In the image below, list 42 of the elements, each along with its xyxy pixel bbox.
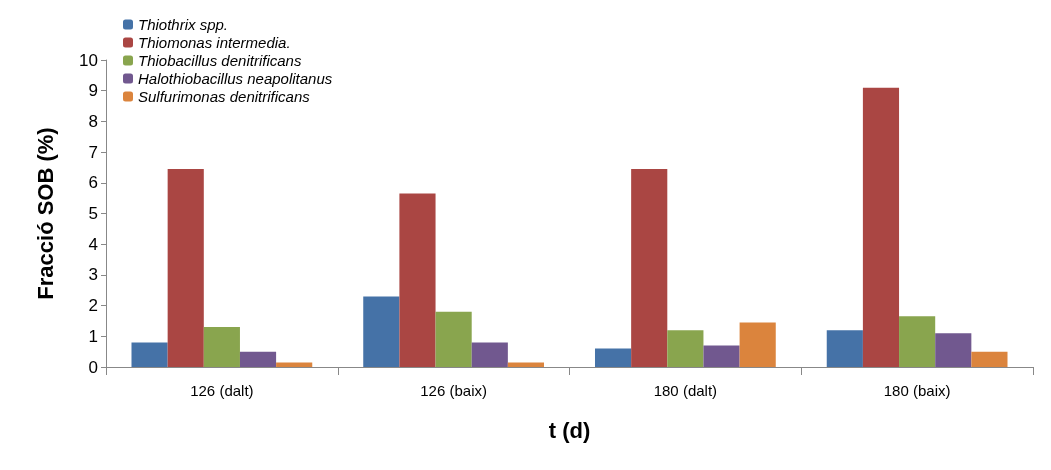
x-tick-label: 126 (baix) bbox=[420, 382, 487, 399]
legend-label: Thiomonas intermedia. bbox=[138, 34, 291, 51]
bar bbox=[167, 168, 204, 367]
y-tick-label: 5 bbox=[88, 204, 98, 223]
bar bbox=[507, 362, 545, 367]
legend-label: Sulfurimonas denitrificans bbox=[138, 88, 311, 105]
bar bbox=[971, 351, 1008, 367]
bar bbox=[239, 351, 277, 367]
x-tick-label: 180 (baix) bbox=[883, 382, 951, 399]
bar bbox=[899, 316, 936, 367]
y-tick-label: 0 bbox=[88, 357, 98, 377]
legend-label: Thiobacillus denitrificans bbox=[138, 52, 302, 69]
y-axis-title: Fracció SOB (%) bbox=[32, 127, 58, 300]
bar bbox=[935, 333, 972, 367]
bar bbox=[363, 296, 400, 367]
y-tick-label: 6 bbox=[88, 173, 98, 193]
bar bbox=[131, 342, 168, 367]
y-tick-label: 4 bbox=[88, 234, 98, 254]
bar bbox=[594, 348, 632, 367]
bar bbox=[631, 168, 668, 367]
y-tick-label: 3 bbox=[88, 265, 98, 285]
bar bbox=[826, 330, 863, 367]
y-tick-label: 7 bbox=[88, 142, 98, 162]
bar bbox=[203, 327, 240, 367]
y-tick-label: 8 bbox=[88, 111, 98, 131]
y-tick-label: 9 bbox=[88, 81, 98, 101]
y-tick-label: 2 bbox=[88, 296, 98, 316]
x-axis-title: t (d) bbox=[548, 417, 591, 443]
bar bbox=[862, 87, 900, 367]
x-tick-label: 126 (dalt) bbox=[190, 382, 254, 399]
x-tick-label: 180 (dalt) bbox=[653, 382, 718, 399]
legend-label: Thiothrix spp. bbox=[138, 16, 229, 33]
y-tick-label: 10 bbox=[79, 50, 98, 70]
bar bbox=[399, 193, 436, 367]
bar bbox=[276, 362, 313, 367]
bar bbox=[471, 342, 508, 367]
bar bbox=[435, 311, 472, 367]
y-tick-label: 1 bbox=[88, 326, 98, 346]
legend-label: Halothiobacillus neapolitanus bbox=[138, 70, 333, 87]
bar bbox=[667, 330, 704, 367]
bar bbox=[739, 322, 776, 367]
bar bbox=[703, 345, 740, 367]
